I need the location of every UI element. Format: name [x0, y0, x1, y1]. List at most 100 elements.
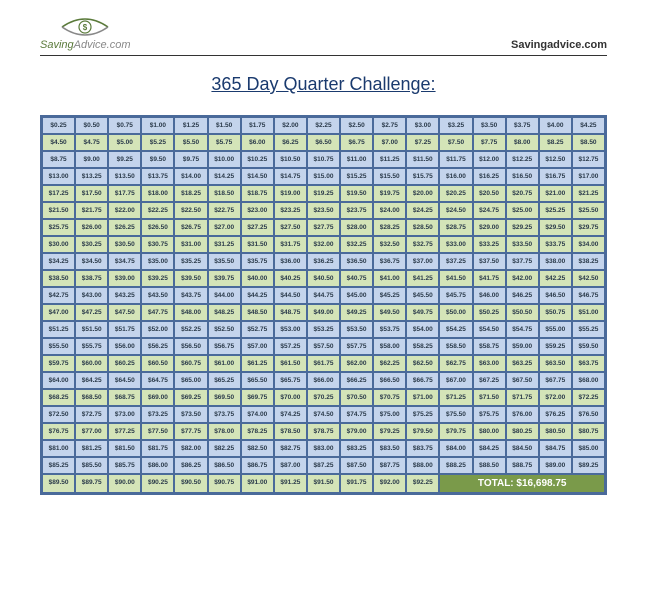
grid-cell: $11.50 — [406, 151, 439, 168]
grid-cell: $52.50 — [208, 321, 241, 338]
grid-cell: $78.00 — [208, 423, 241, 440]
grid-cell: $40.50 — [307, 270, 340, 287]
grid-cell: $12.50 — [539, 151, 572, 168]
grid-cell: $68.00 — [572, 372, 605, 389]
grid-cell: $42.25 — [539, 270, 572, 287]
grid-cell: $4.25 — [572, 117, 605, 134]
grid-cell: $33.50 — [506, 236, 539, 253]
grid-cell: $75.00 — [373, 406, 406, 423]
site-link: Savingadvice.com — [511, 39, 607, 51]
grid-cell: $9.75 — [174, 151, 207, 168]
logo: $ SavingAdvice.com — [40, 15, 131, 51]
grid-cell: $28.00 — [340, 219, 373, 236]
grid-cell: $62.25 — [373, 355, 406, 372]
grid-cell: $29.75 — [572, 219, 605, 236]
logo-brand: Saving — [40, 39, 74, 51]
grid-cell: $20.75 — [506, 185, 539, 202]
grid-cell: $74.75 — [340, 406, 373, 423]
grid-cell: $20.50 — [473, 185, 506, 202]
header: $ SavingAdvice.com Savingadvice.com — [40, 15, 607, 56]
page-title: 365 Day Quarter Challenge: — [40, 74, 607, 95]
grid-cell: $35.50 — [208, 253, 241, 270]
grid-cell: $1.75 — [241, 117, 274, 134]
grid-cell: $82.25 — [208, 440, 241, 457]
grid-cell: $27.75 — [307, 219, 340, 236]
grid-cell: $44.00 — [208, 287, 241, 304]
grid-cell: $42.75 — [42, 287, 75, 304]
grid-cell: $79.75 — [439, 423, 472, 440]
grid-cell: $5.50 — [174, 134, 207, 151]
grid-cell: $52.75 — [241, 321, 274, 338]
grid-cell: $83.00 — [307, 440, 340, 457]
grid-cell: $49.75 — [406, 304, 439, 321]
grid-cell: $5.75 — [208, 134, 241, 151]
grid-cell: $90.75 — [208, 474, 241, 493]
grid-cell: $25.25 — [539, 202, 572, 219]
grid-cell: $17.75 — [108, 185, 141, 202]
grid-cell: $43.50 — [141, 287, 174, 304]
grid-cell: $46.00 — [473, 287, 506, 304]
grid-cell: $92.00 — [373, 474, 406, 493]
grid-cell: $47.75 — [141, 304, 174, 321]
grid-cell: $58.25 — [406, 338, 439, 355]
grid-cell: $52.25 — [174, 321, 207, 338]
grid-cell: $45.00 — [340, 287, 373, 304]
grid-cell: $23.50 — [307, 202, 340, 219]
grid-cell: $56.50 — [174, 338, 207, 355]
grid-cell: $6.75 — [340, 134, 373, 151]
grid-cell: $73.25 — [141, 406, 174, 423]
grid-cell: $0.50 — [75, 117, 108, 134]
grid-cell: $46.50 — [539, 287, 572, 304]
grid-cell: $22.50 — [174, 202, 207, 219]
grid-cell: $29.50 — [539, 219, 572, 236]
grid-cell: $71.25 — [439, 389, 472, 406]
grid-cell: $67.25 — [473, 372, 506, 389]
grid-cell: $25.75 — [42, 219, 75, 236]
grid-cell: $61.25 — [241, 355, 274, 372]
grid-cell: $62.50 — [406, 355, 439, 372]
grid-cell: $66.25 — [340, 372, 373, 389]
grid-cell: $49.50 — [373, 304, 406, 321]
grid-cell: $41.00 — [373, 270, 406, 287]
grid-cell: $15.50 — [373, 168, 406, 185]
grid-cell: $91.75 — [340, 474, 373, 493]
grid-cell: $22.25 — [141, 202, 174, 219]
grid-cell: $85.50 — [75, 457, 108, 474]
grid-cell: $91.00 — [241, 474, 274, 493]
grid-cell: $6.25 — [274, 134, 307, 151]
grid-cell: $58.50 — [439, 338, 472, 355]
grid-cell: $21.00 — [539, 185, 572, 202]
grid-cell: $63.50 — [539, 355, 572, 372]
grid-cell: $62.00 — [340, 355, 373, 372]
grid-cell: $59.00 — [506, 338, 539, 355]
grid-cell: $41.25 — [406, 270, 439, 287]
grid-cell: $62.75 — [439, 355, 472, 372]
grid-cell: $66.75 — [406, 372, 439, 389]
grid-cell: $76.00 — [506, 406, 539, 423]
grid-cell: $36.50 — [340, 253, 373, 270]
grid-cell: $13.75 — [141, 168, 174, 185]
grid-cell: $14.00 — [174, 168, 207, 185]
grid-cell: $78.50 — [274, 423, 307, 440]
grid-cell: $51.00 — [572, 304, 605, 321]
grid-cell: $78.25 — [241, 423, 274, 440]
grid-cell: $42.00 — [506, 270, 539, 287]
grid-cell: $79.50 — [406, 423, 439, 440]
grid-cell: $81.00 — [42, 440, 75, 457]
grid-cell: $83.25 — [340, 440, 373, 457]
grid-cell: $87.00 — [274, 457, 307, 474]
grid-cell: $47.00 — [42, 304, 75, 321]
grid-cell: $49.00 — [307, 304, 340, 321]
grid-cell: $75.75 — [473, 406, 506, 423]
grid-cell: $74.25 — [274, 406, 307, 423]
grid-cell: $72.25 — [572, 389, 605, 406]
grid-cell: $35.00 — [141, 253, 174, 270]
grid-cell: $88.75 — [506, 457, 539, 474]
grid-cell: $41.50 — [439, 270, 472, 287]
grid-cell: $38.00 — [539, 253, 572, 270]
grid-cell: $15.00 — [307, 168, 340, 185]
grid-cell: $40.75 — [340, 270, 373, 287]
grid-cell: $6.50 — [307, 134, 340, 151]
grid-cell: $63.00 — [473, 355, 506, 372]
grid-cell: $11.25 — [373, 151, 406, 168]
